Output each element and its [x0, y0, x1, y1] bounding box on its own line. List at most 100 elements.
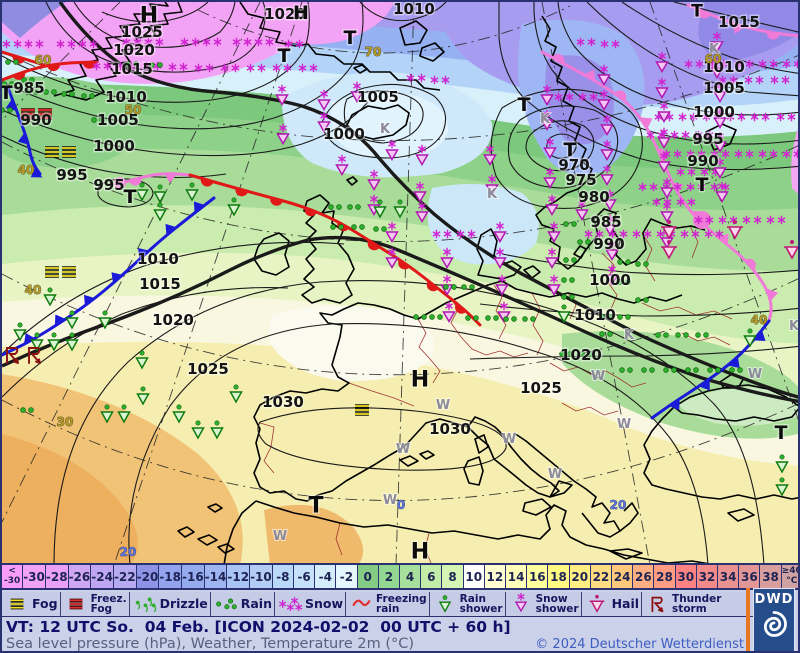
svg-text:K: K	[624, 328, 635, 343]
scale-cell: 18	[548, 565, 570, 588]
svg-text:H: H	[411, 539, 429, 563]
svg-text:W: W	[548, 467, 562, 482]
svg-text:990: 990	[687, 152, 718, 170]
scale-cell: 28	[654, 565, 676, 588]
scale-cell: 2	[378, 565, 400, 588]
svg-text:20: 20	[120, 545, 137, 559]
svg-text:1015: 1015	[718, 13, 760, 31]
weather-map: 1025 1020 1015 1010 1005 1000 995 995 985 990 1020…	[2, 2, 798, 563]
scale-cell: 4	[399, 565, 422, 588]
ffog-icon	[67, 598, 84, 610]
fronts-layer	[2, 3, 798, 420]
legend-item-label: Snow shower	[535, 592, 579, 615]
svg-text:K: K	[540, 112, 551, 127]
scale-cell: -30	[23, 565, 46, 588]
legend-item-drizzle: Drizzle	[130, 592, 211, 616]
svg-text:1025: 1025	[187, 360, 229, 378]
legend-item-snow: Snow	[275, 592, 347, 616]
scale-cell: 26	[633, 565, 655, 588]
scale-cell: -14	[204, 565, 228, 588]
svg-text:1020: 1020	[560, 346, 602, 364]
svg-text:60: 60	[705, 52, 722, 66]
temperature-scale: < -30 -30 -28 -26 -24 -22 -20 -18 -16 -14 -12 -10 -8-…	[2, 563, 798, 590]
svg-text:T: T	[2, 82, 13, 104]
scale-cell: 32	[696, 565, 719, 588]
svg-text:995: 995	[93, 176, 124, 194]
dwd-logo: DWD	[746, 588, 796, 651]
legend-item-label: Rain	[240, 595, 272, 611]
legend-item-frzrain: Freezing rain	[346, 592, 430, 616]
svg-text:T: T	[564, 139, 577, 161]
svg-text:1010: 1010	[703, 58, 745, 76]
svg-text:W: W	[436, 398, 450, 413]
legend-item-label: Freez. Fog	[90, 592, 127, 615]
scale-cell: -12	[227, 565, 251, 588]
svg-text:W: W	[591, 369, 605, 384]
svg-text:K: K	[380, 122, 391, 137]
scale-cell: -18	[159, 565, 183, 588]
graticule-layer	[2, 2, 798, 563]
svg-text:1000: 1000	[93, 137, 135, 155]
map-labels-layer: 1025102010151010100510009959959859901020…	[2, 2, 798, 563]
svg-text:980: 980	[578, 188, 609, 206]
scale-cell: 22	[590, 565, 613, 588]
legend-item-rain: Rain	[211, 592, 275, 616]
svg-text:W: W	[273, 529, 287, 544]
legend-item-hail: Hail	[582, 592, 643, 616]
svg-text:T: T	[775, 422, 788, 444]
scale-cell: -16	[182, 565, 205, 588]
scale-cell: 34	[718, 565, 740, 588]
scale-cell: -10	[250, 565, 273, 588]
legend-item-label: Snow	[305, 595, 344, 611]
country-borders	[259, 225, 733, 563]
svg-text:1020: 1020	[113, 41, 155, 59]
scale-cell: -26	[68, 565, 92, 588]
legend-item-label: Thunder storm	[672, 592, 722, 615]
svg-text:1025: 1025	[520, 379, 562, 397]
svg-text:T: T	[308, 493, 323, 518]
drizzle-icon	[134, 593, 158, 615]
dwd-logo-text: DWD	[754, 592, 794, 607]
svg-text:1020: 1020	[264, 5, 306, 23]
temperature-field	[2, 2, 798, 563]
svg-text:20: 20	[610, 498, 627, 512]
scale-cell: 30	[675, 565, 697, 588]
scale-cell: ≥40 °C	[781, 565, 798, 588]
svg-text:1010: 1010	[137, 250, 179, 268]
scale-cell: -2	[336, 565, 358, 588]
legend-item-label: Fog	[32, 595, 58, 611]
svg-text:1020: 1020	[152, 311, 194, 329]
svg-text:K: K	[709, 42, 720, 57]
snow-icon	[278, 593, 303, 615]
svg-text:990: 990	[20, 111, 51, 129]
svg-text:995: 995	[56, 166, 87, 184]
svg-text:985: 985	[590, 213, 621, 231]
svg-text:30: 30	[57, 415, 74, 429]
svg-text:W: W	[383, 493, 397, 508]
scale-cell: -4	[315, 565, 337, 588]
svg-text:T: T	[518, 94, 531, 116]
svg-text:985: 985	[13, 79, 44, 97]
svg-text:1015: 1015	[139, 275, 181, 293]
scale-cell: < -30	[2, 565, 24, 588]
scale-cell: 20	[569, 565, 591, 588]
svg-text:1025: 1025	[121, 23, 163, 41]
svg-text:T: T	[696, 174, 709, 196]
legend-item-label: Freezing rain	[376, 592, 427, 615]
svg-text:1005: 1005	[97, 111, 139, 129]
svg-text:975: 975	[565, 171, 596, 189]
scale-cell: -6	[293, 565, 316, 588]
valid-time-line: VT: 12 UTC So. 04 Feb. [ICON 2024-02-02 …	[6, 618, 511, 636]
svg-text:1000: 1000	[589, 271, 631, 289]
svg-text:990: 990	[593, 235, 624, 253]
legend-item-sshower: Snow shower	[506, 592, 582, 616]
legend-item-label: Drizzle	[159, 595, 208, 611]
svg-text:1000: 1000	[693, 103, 735, 121]
legend-item-fog: Fog	[2, 592, 61, 616]
frzrain-icon	[352, 599, 371, 607]
svg-text:T: T	[691, 2, 703, 21]
legend-item-label: Hail	[611, 595, 640, 611]
weather-map-svg: 1025102010151010100510009959959859901020…	[2, 2, 798, 563]
fog-icon	[8, 598, 26, 610]
